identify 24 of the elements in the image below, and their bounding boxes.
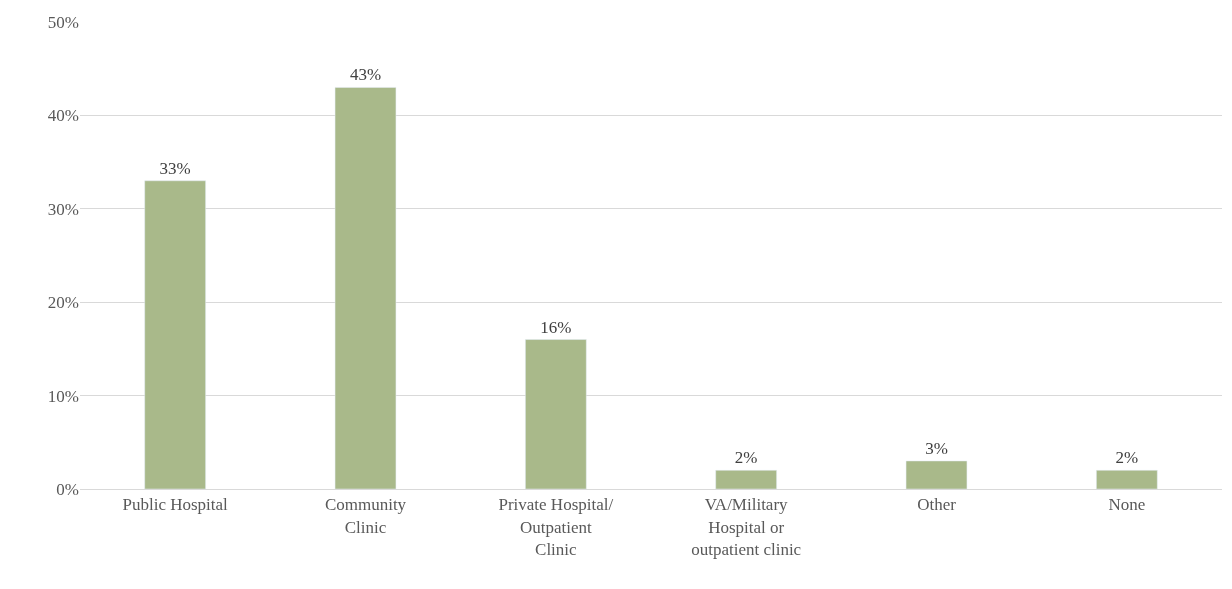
data-label: 3%	[925, 438, 948, 458]
x-tick-label: VA/Military Hospital or outpatient clinic	[691, 495, 802, 559]
bar	[1096, 470, 1158, 489]
bar	[334, 87, 397, 489]
x-tick-label: Community Clinic	[324, 495, 407, 537]
data-label: 2%	[734, 448, 758, 468]
x-tick-label: Private Hospital/ Outpatient Clinic	[498, 495, 614, 559]
data-label: 43%	[349, 65, 382, 85]
data-label: 33%	[159, 158, 191, 178]
y-tick-label: 50%	[47, 12, 79, 32]
bar	[144, 180, 206, 489]
bar	[905, 460, 968, 489]
data-label: 2%	[1115, 448, 1139, 468]
y-tick-label: 30%	[47, 199, 79, 219]
bar	[525, 339, 587, 489]
bar	[715, 470, 777, 489]
y-tick-label: 20%	[47, 293, 79, 313]
y-tick-label: 0%	[56, 479, 79, 499]
y-tick-label: 10%	[47, 386, 79, 406]
x-tick-label: Other	[917, 495, 957, 515]
data-label: 16%	[540, 317, 572, 337]
x-tick-label: None	[1108, 495, 1146, 515]
y-tick-label: 40%	[47, 106, 79, 126]
x-tick-label: Public Hospital	[122, 495, 229, 515]
